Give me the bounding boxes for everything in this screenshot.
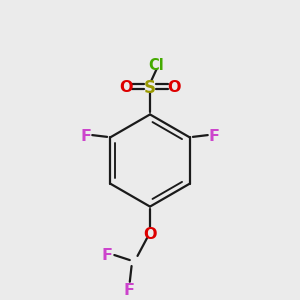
Text: F: F: [80, 129, 91, 144]
Text: Cl: Cl: [149, 58, 164, 73]
Text: F: F: [209, 129, 220, 144]
Text: O: O: [143, 227, 157, 242]
Text: F: F: [101, 248, 112, 262]
Text: F: F: [123, 283, 134, 298]
Text: O: O: [167, 80, 181, 95]
Text: S: S: [144, 79, 156, 97]
Text: O: O: [119, 80, 133, 95]
